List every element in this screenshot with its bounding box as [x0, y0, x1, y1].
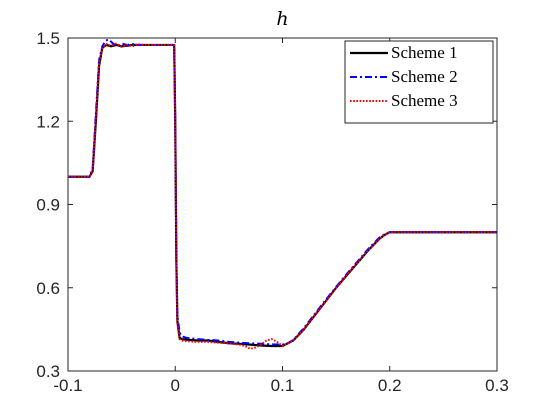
series-layer — [68, 38, 497, 350]
series-line-2 — [68, 38, 497, 346]
x-tick-label: 0.3 — [485, 376, 509, 395]
y-tick-label: 0.6 — [36, 279, 60, 298]
legend: Scheme 1 Scheme 2 Scheme 3 — [344, 40, 494, 124]
y-tick-label: 0.3 — [36, 362, 60, 381]
legend-box — [344, 40, 494, 124]
legend-label-1: Scheme 1 — [391, 43, 458, 62]
ticks-layer: -0.1 0 0.1 0.2 0.3 0.3 0.6 0.9 1.2 1.5 — [36, 29, 508, 395]
chart-title: h — [276, 8, 288, 30]
series-line-3 — [68, 42, 497, 350]
y-tick-label: 0.9 — [36, 196, 60, 215]
x-tick-label: -0.1 — [53, 376, 82, 395]
y-tick-label: 1.2 — [36, 112, 60, 131]
x-tick-label: 0.2 — [378, 376, 402, 395]
y-tick-label: 1.5 — [36, 29, 60, 48]
legend-label-2: Scheme 2 — [391, 67, 458, 86]
x-tick-label: 0.1 — [271, 376, 295, 395]
x-tick-label: 0 — [171, 376, 180, 395]
legend-label-3: Scheme 3 — [391, 91, 458, 110]
